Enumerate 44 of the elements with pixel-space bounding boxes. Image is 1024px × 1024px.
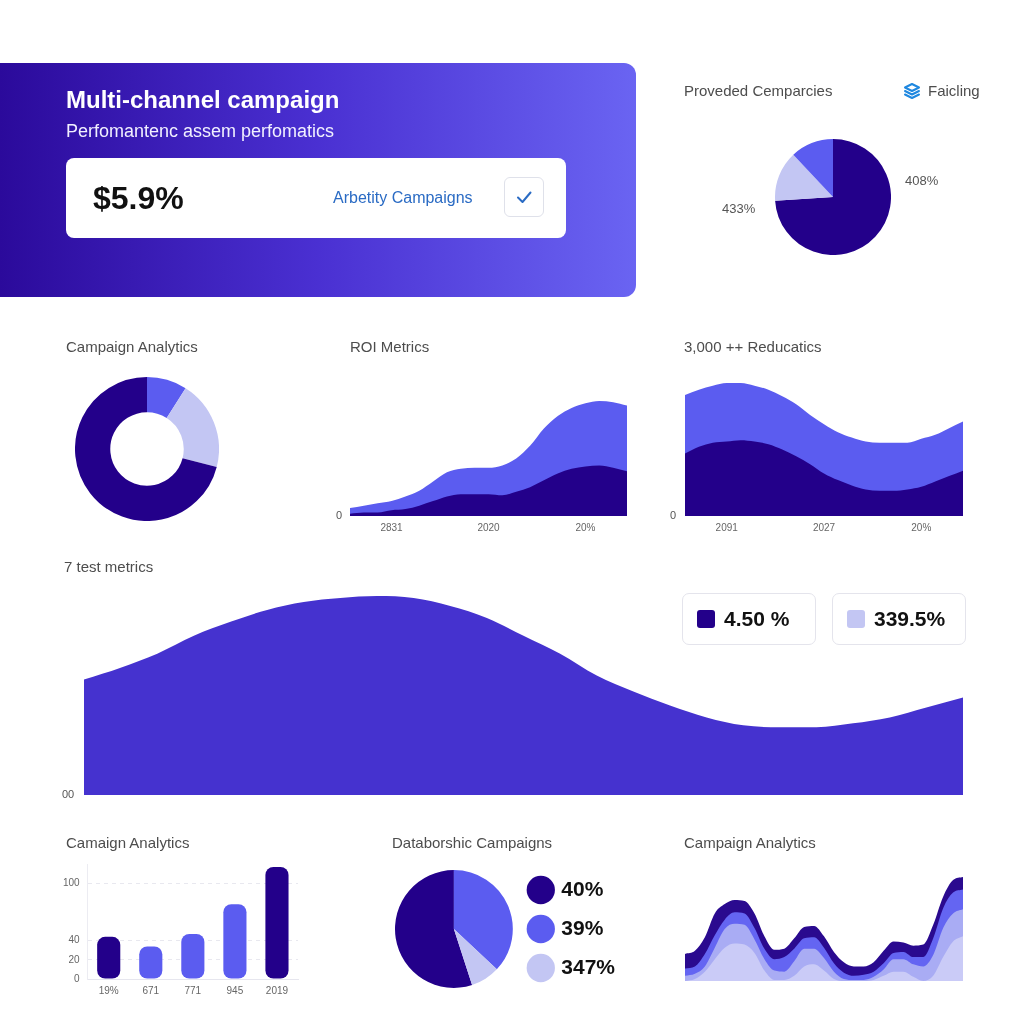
chart-title: Proveded Cemparcies: [684, 82, 833, 100]
x-tick-label: 20%: [911, 521, 932, 533]
text: 0: [336, 509, 343, 522]
legend-label: 39%: [561, 915, 604, 939]
y-tick-label: 40: [68, 934, 81, 946]
text: 408%: [905, 173, 939, 189]
chart-title: ROI Metrics: [350, 338, 430, 356]
x-tick-label: 2027: [812, 521, 836, 533]
chart-title: 7 test metrics: [64, 558, 154, 576]
y-tick-label: 0: [74, 972, 81, 984]
x-tick-label: 945: [226, 984, 244, 996]
chart-title: Campaign Analytics: [684, 834, 816, 852]
text: Multi-channel campaign: [66, 86, 340, 114]
legend-label: 347%: [561, 954, 616, 978]
annotation: 339.5%: [874, 607, 946, 631]
text: Arbetity Campaigns: [333, 188, 473, 208]
text: 433%: [722, 201, 756, 217]
badge: 4.50 %: [682, 593, 816, 645]
chart-title: 3,000 ++ Reducatics: [684, 338, 822, 356]
legend-label: 40%: [561, 876, 604, 900]
text: Faicling: [928, 82, 980, 100]
x-tick-label: 19%: [98, 984, 119, 996]
x-tick-label: 20%: [575, 521, 596, 533]
x-tick-label: 2019: [265, 984, 289, 996]
badge: 339.5%: [832, 593, 966, 645]
x-tick-label: 671: [142, 984, 160, 996]
text: Perfomantenc assem perfomatics: [66, 120, 335, 142]
bar: [223, 904, 247, 979]
x-tick-label: 2020: [477, 521, 501, 533]
bar: [97, 936, 121, 979]
annotation: 4.50 %: [724, 607, 790, 631]
y-tick-label: 20: [68, 953, 81, 965]
bar: [181, 933, 205, 979]
chart-title: Camaign Analytics: [66, 834, 190, 852]
bar: [265, 866, 289, 979]
chart-title: Databorshic Campaigns: [392, 834, 553, 852]
annotation: 00: [62, 788, 75, 801]
x-tick-label: 771: [184, 984, 202, 996]
x-tick-label: 2831: [380, 521, 404, 533]
x-tick-label: 2091: [715, 521, 739, 533]
text: $5.9%: [93, 180, 184, 216]
text: 0: [670, 509, 677, 522]
chart-title: Campaign Analytics: [66, 338, 198, 356]
y-tick-label: 100: [63, 876, 81, 888]
